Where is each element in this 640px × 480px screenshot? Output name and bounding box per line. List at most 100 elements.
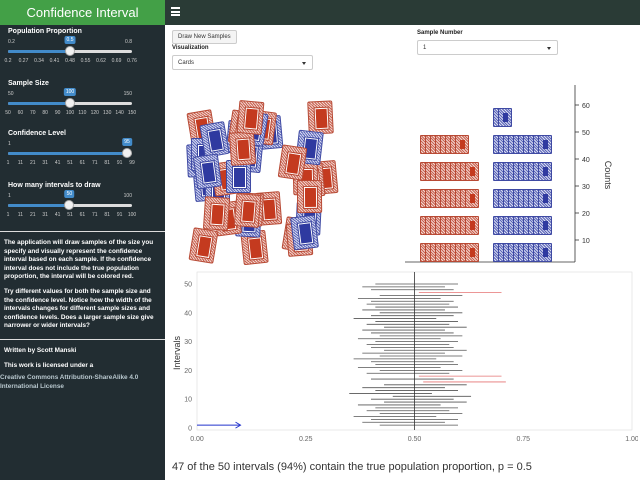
y-tick-label: 20: [184, 368, 192, 375]
slider-tick-label: 130: [103, 110, 112, 116]
red-card: [277, 144, 308, 181]
sidebar: Population Proportion 0.2 0.8 0.5 0.2 0.27…: [0, 25, 165, 480]
slider-tick-label: 99: [129, 160, 135, 166]
blue-stack-card: [538, 162, 552, 181]
slider-tick-label: 81: [104, 160, 110, 166]
slider-max: 100: [123, 193, 132, 199]
slider-handle[interactable]: [65, 46, 75, 56]
slider-label: Sample Size: [8, 80, 49, 87]
slider-interval-count: How many intervals to draw 1 100 50 1 11 21…: [6, 182, 137, 220]
hamburger-menu-icon[interactable]: [171, 7, 180, 16]
sample-cards-scatter: [184, 100, 339, 270]
slider-label: Population Proportion: [8, 28, 82, 35]
slider-tick-label: 31: [42, 212, 48, 218]
counts-tick-label: 20: [582, 211, 590, 218]
slider-tick-label: 21: [30, 212, 36, 218]
slider-tick-label: 0.27: [18, 58, 29, 64]
y-tick-label: 30: [184, 339, 192, 346]
slider-track[interactable]: 50: [8, 190, 132, 210]
slider-confidence-level: Confidence Level 199 95 1112131415161718…: [6, 130, 135, 168]
slider-tick-label: 80: [42, 110, 48, 116]
slider-track[interactable]: 100: [8, 88, 132, 108]
slider-min: 1: [8, 141, 11, 147]
slider-tick-label: 60: [17, 110, 24, 116]
slider-value: 95: [122, 138, 132, 146]
blue-stack-card: [538, 243, 552, 262]
counts-axis-title: Counts: [603, 161, 613, 190]
slider-tick-label: 120: [90, 110, 99, 116]
slider-tick-label: 1: [6, 212, 10, 218]
sample-number-label: Sample Number: [417, 30, 463, 36]
app-description: The application will draw samples of the…: [4, 239, 162, 337]
slider-tick-label: 0.76: [127, 58, 137, 64]
sample-number-select[interactable]: 1: [417, 40, 558, 55]
counts-axis: 10 20 30 40 50 60 Counts: [405, 85, 613, 263]
blue-card: [199, 120, 230, 158]
slider-tick-label: 31: [42, 160, 48, 166]
slider-ticks: 0.2 0.27 0.34 0.41 0.48 0.55 0.62 0.69 0.76: [5, 56, 137, 66]
slider-tick-label: 140: [115, 110, 124, 116]
slider-tick-label: 70: [30, 110, 36, 116]
x-tick-label: 0.50: [408, 436, 422, 443]
visualization-select[interactable]: Cards: [172, 55, 313, 70]
slider-tick-label: 0.62: [96, 58, 106, 64]
slider-max: 0.8: [125, 39, 132, 45]
blue-card: [193, 153, 223, 190]
slider-ticks: 1 11 21 31 41 51 61 71 81 91 99: [6, 158, 135, 168]
red-stack-card: [455, 135, 469, 154]
red-card: [233, 192, 262, 228]
license-intro: This work is licensed under a: [4, 361, 94, 369]
slider-label: How many intervals to draw: [8, 182, 101, 189]
x-tick-label: 1.00: [625, 436, 638, 443]
slider-tick-label: 61: [79, 160, 86, 166]
draw-new-samples-button[interactable]: Draw New Samples: [172, 30, 237, 44]
author-credit: Written by Scott Manski: [4, 347, 77, 354]
slider-label: Confidence Level: [8, 130, 66, 137]
slider-track[interactable]: 95: [8, 138, 133, 158]
y-tick-label: 50: [184, 282, 192, 289]
slider-tick-label: 81: [104, 212, 110, 218]
ci-axis-title: Intervals: [172, 335, 182, 370]
slider-handle[interactable]: [65, 98, 75, 108]
coverage-summary: 47 of the 50 intervals (94%) contain the…: [172, 461, 532, 473]
x-tick-label: 0.25: [299, 436, 313, 443]
slider-ticks: 1 11 21 31 41 51 61 71 81 91 100: [6, 210, 137, 220]
slider-handle[interactable]: [122, 148, 133, 158]
visualization-label: Visualization: [172, 45, 209, 51]
red-card: [307, 100, 335, 135]
slider-track[interactable]: 0.5: [8, 36, 132, 56]
slider-tick-label: 91: [116, 212, 123, 218]
slider-sample-size: Sample Size 50 150 100 50 60 70 80 90 100 110 12…: [5, 80, 136, 118]
slider-handle[interactable]: [64, 200, 75, 210]
red-card: [202, 196, 231, 231]
license-link[interactable]: Creative Commons Attribution-ShareAlike …: [0, 374, 139, 390]
app-title: Confidence Interval: [0, 0, 165, 25]
red-stack-card: [465, 243, 479, 262]
slider-tick-label: 0.55: [80, 58, 91, 64]
credits: Written by Scott Manski This work is lic…: [0, 347, 162, 397]
top-navbar: [165, 0, 640, 25]
blue-stack-card: [538, 216, 552, 235]
slider-tick-label: 1: [6, 160, 10, 166]
red-card: [187, 226, 219, 264]
slider-tick-label: 90: [54, 110, 61, 116]
red-card: [229, 130, 257, 166]
x-tick-label: 0.00: [190, 436, 204, 443]
blue-card: [290, 214, 319, 250]
slider-population-proportion: Population Proportion 0.2 0.8 0.5 0.2 0.27…: [5, 28, 137, 66]
red-card: [297, 180, 323, 214]
slider-tick-label: 61: [79, 212, 86, 218]
slider-value: 0.5: [64, 36, 76, 44]
sample-number-select-value: 1: [423, 44, 427, 51]
chevron-down-icon: [302, 62, 306, 65]
slider-tick-label: 11: [17, 160, 23, 166]
red-stack-card: [465, 189, 479, 208]
slider-min: 0.2: [8, 39, 15, 45]
description-paragraph: The application will draw samples of the…: [4, 239, 154, 281]
slider-tick-label: 11: [17, 212, 23, 218]
chevron-down-icon: [547, 47, 551, 50]
slider-min: 50: [8, 91, 14, 97]
sidebar-divider: [0, 339, 165, 340]
